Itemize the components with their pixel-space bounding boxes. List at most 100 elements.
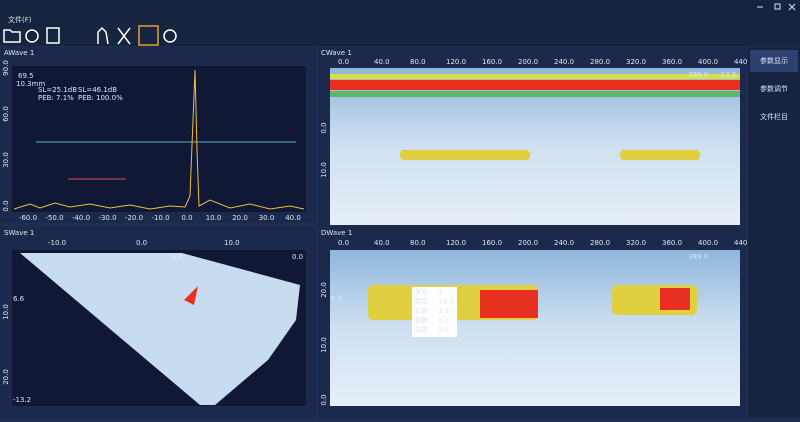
x-tick-label: 40.0: [374, 239, 390, 247]
c-band-yellow: [330, 74, 740, 79]
x-tick-label: 40.0: [285, 214, 301, 222]
x-tick-label: 400.0: [698, 239, 718, 247]
x-tick-label: 240.0: [554, 58, 574, 66]
x-tick-label: 0.0: [181, 214, 192, 222]
info-key: 深度:: [414, 325, 430, 334]
x-tick-label: 10.0: [206, 214, 222, 222]
panel-title: CWave 1: [321, 49, 352, 57]
x-tick-label: 0.0: [338, 58, 349, 66]
hand-icon[interactable]: [97, 26, 109, 45]
info-key: 偏离:: [414, 316, 430, 325]
x-tick-label: 80.0: [410, 58, 426, 66]
marker-label: 0.0: [292, 253, 303, 261]
x-tick-label: 160.0: [482, 239, 502, 247]
side-bar: [748, 47, 800, 418]
c-band-red: [330, 80, 740, 90]
s-defect: [184, 286, 198, 305]
x-tick-label: 120.0: [446, 239, 466, 247]
y-tick-label: 0.0: [320, 122, 328, 133]
y-tick-label: 10.0: [320, 337, 328, 353]
x-tick-label: 0.0: [136, 239, 147, 247]
marker-label: 4.9: [172, 253, 183, 261]
x-tick-label: 360.0: [662, 58, 682, 66]
info-value: 0.0: [438, 317, 449, 325]
y-tick-label: 30.0: [2, 152, 10, 168]
x-tick-label: 440: [734, 58, 747, 66]
y-tick-label: 60.0: [2, 106, 10, 122]
gate-info: SL=46.1dB: [78, 86, 117, 94]
marker-label: 389.0: [688, 253, 708, 261]
c-band-green: [330, 91, 740, 97]
x-tick-label: 10.0: [224, 239, 240, 247]
info-value: 1: [438, 288, 442, 296]
x-tick-label: 440: [734, 239, 747, 247]
c-defect-2: [620, 150, 700, 160]
marker-label: 389.0: [688, 71, 708, 79]
x-tick-label: 160.0: [482, 58, 502, 66]
info-value: 5.6: [438, 326, 450, 334]
menu-file[interactable]: 文件(F): [8, 15, 32, 24]
a-scan-trace: [13, 69, 305, 210]
x-tick-label: 80.0: [410, 239, 426, 247]
x-tick-label: 280.0: [590, 58, 610, 66]
edit-icon[interactable]: [46, 27, 60, 44]
x-tick-label: -50.0: [45, 214, 63, 222]
marker-label: 6.2: [331, 151, 342, 159]
side-button[interactable]: 文件栏目: [760, 112, 788, 121]
x-tick-label: 400.0: [698, 58, 718, 66]
y-tick-label: 20.0: [320, 282, 328, 298]
x-tick-label: -40.0: [72, 214, 90, 222]
side-active: [750, 50, 798, 72]
info-key: 高度:: [414, 306, 430, 315]
dwave-image: [330, 250, 740, 406]
x-tick-label: -60.0: [19, 214, 37, 222]
side-button[interactable]: 参数显示: [760, 56, 788, 65]
info-value: 3.9: [438, 307, 449, 315]
panel-title: DWave 1: [321, 229, 352, 237]
x-tick-label: 40.0: [374, 58, 390, 66]
gate-info: PEB: 100.0%: [78, 94, 123, 102]
marker-label: -13.2: [13, 396, 31, 404]
settings-icon[interactable]: [163, 29, 177, 43]
cut-icon[interactable]: [117, 27, 131, 45]
x-tick-label: -10.0: [48, 239, 66, 247]
y-tick-label: 10.0: [320, 162, 328, 178]
x-tick-label: -30.0: [98, 214, 116, 222]
refresh-icon[interactable]: [25, 29, 39, 43]
marker-label: -13.2: [718, 71, 736, 79]
x-tick-label: 30.0: [259, 214, 275, 222]
title-toolbar: [0, 0, 800, 46]
info-value: 19.0: [438, 298, 454, 306]
x-tick-label: -20.0: [125, 214, 143, 222]
panel-title: AWave 1: [4, 49, 34, 57]
marker-label: 6.6: [331, 295, 343, 303]
x-tick-label: 320.0: [626, 239, 646, 247]
flag-icon[interactable]: [138, 25, 159, 46]
readout-depth: 10.3mm: [16, 80, 45, 88]
open-icon[interactable]: [3, 29, 21, 43]
y-tick-label: 0.0: [2, 200, 10, 211]
x-tick-label: 200.0: [518, 58, 538, 66]
y-tick-label: 0.0: [320, 394, 328, 405]
side-button[interactable]: 参数调节: [760, 84, 788, 93]
x-tick-label: 200.0: [518, 239, 538, 247]
x-tick-label: 240.0: [554, 239, 574, 247]
x-tick-label: 360.0: [662, 239, 682, 247]
c-defect-1: [400, 150, 530, 160]
x-tick-label: 280.0: [590, 239, 610, 247]
x-tick-label: 120.0: [446, 58, 466, 66]
x-tick-label: 0.0: [338, 239, 349, 247]
window-controls[interactable]: [757, 3, 796, 11]
sector-image: [20, 253, 300, 405]
gate-info: SL=25.1dB: [38, 86, 77, 94]
y-tick-label: 10.0: [2, 304, 10, 320]
awave-plot: [12, 66, 306, 212]
info-key: 宽度:: [414, 297, 430, 306]
info-key: 序号:: [414, 287, 430, 296]
x-tick-label: 320.0: [626, 58, 646, 66]
d-defect-red: [480, 290, 538, 318]
readout-value: 69.5: [18, 72, 34, 80]
panel-title: SWave 1: [4, 229, 34, 237]
d-defect-red-2: [660, 288, 690, 310]
